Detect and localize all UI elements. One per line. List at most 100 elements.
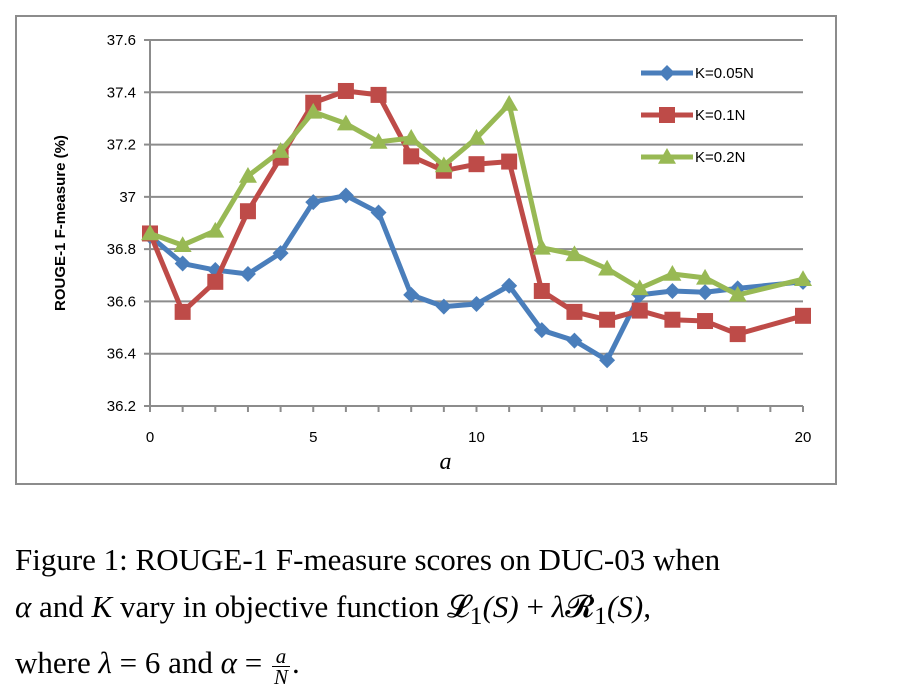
legend: K=0.05N K=0.1N K=0.2N xyxy=(641,65,754,166)
series-lines xyxy=(141,82,812,369)
data-point xyxy=(532,238,551,255)
x-tick-label: 0 xyxy=(146,429,154,446)
y-tick-label: 37 xyxy=(119,189,136,206)
data-point xyxy=(566,332,583,349)
caption-r-subscript: 1 xyxy=(594,601,608,631)
x-tick-label: 15 xyxy=(631,429,648,446)
y-tick-label: 36.6 xyxy=(107,293,136,310)
data-point xyxy=(141,224,159,241)
data-point xyxy=(728,285,747,302)
data-point xyxy=(598,259,617,276)
data-point xyxy=(369,132,388,149)
data-point xyxy=(794,270,812,286)
y-axis-title: ROUGE-1 F-measure (%) xyxy=(52,135,69,311)
data-point xyxy=(599,311,616,328)
data-point xyxy=(729,326,746,343)
legend-label: K=0.05N xyxy=(695,65,754,82)
y-tick-label: 36.8 xyxy=(107,241,136,258)
data-point xyxy=(533,322,550,339)
data-point xyxy=(795,307,811,324)
data-point xyxy=(174,303,191,320)
caption-text-vary: vary in objective function xyxy=(112,589,448,624)
data-point xyxy=(337,82,354,99)
data-point xyxy=(565,245,584,262)
caption-line-1: Figure 1: ROUGE-1 F-measure scores on DU… xyxy=(15,542,721,577)
caption-r-symbol: 𝓡 xyxy=(565,589,595,624)
data-point xyxy=(533,282,550,299)
data-point xyxy=(434,156,453,173)
data-point xyxy=(206,221,225,238)
data-point xyxy=(402,129,421,145)
line-chart: 36.2 36.4 36.6 36.8 37 37.2 37.4 37.6 0 5 10 15 20 K… xyxy=(52,32,812,475)
caption-r-arg: (S), xyxy=(607,589,651,624)
data-point xyxy=(207,273,224,290)
data-point xyxy=(337,187,354,204)
y-tick-label: 36.2 xyxy=(107,398,136,415)
caption-lambda-2: λ xyxy=(98,645,112,681)
caption-text-where: where xyxy=(15,645,99,681)
data-point xyxy=(468,296,485,313)
data-point xyxy=(501,277,518,294)
caption-l-arg: (S) xyxy=(482,589,519,624)
data-point xyxy=(697,284,714,301)
legend-marker xyxy=(659,107,675,123)
data-point xyxy=(664,282,681,299)
caption-alpha-2: α xyxy=(220,645,237,681)
x-tick-label: 10 xyxy=(468,429,485,446)
data-point xyxy=(403,286,420,303)
caption-text-and: and xyxy=(31,589,92,624)
y-tick-label: 37.6 xyxy=(107,32,136,49)
caption-eq: = xyxy=(236,645,270,681)
caption-plus: + xyxy=(518,589,552,624)
data-point xyxy=(468,156,485,173)
data-point xyxy=(304,102,323,119)
legend-marker xyxy=(659,65,675,81)
fraction-numerator: a xyxy=(271,645,290,667)
caption-alpha: α xyxy=(15,589,32,624)
data-point xyxy=(271,142,290,158)
data-point xyxy=(630,279,649,296)
caption-l-symbol: 𝓛 xyxy=(447,589,470,624)
gridlines xyxy=(150,39,803,407)
x-tick-label: 5 xyxy=(309,429,317,446)
data-point xyxy=(174,255,191,272)
y-tick-label: 37.2 xyxy=(107,137,136,154)
legend-marker xyxy=(658,148,676,164)
data-point xyxy=(697,313,714,330)
caption-lambda: λ xyxy=(551,589,566,624)
data-point xyxy=(566,303,583,320)
chart-frame: 36.2 36.4 36.6 36.8 37 37.2 37.4 37.6 0 5 10 15 20 K… xyxy=(15,15,837,485)
caption-line-2: α and K vary in objective function 𝓛1(S)… xyxy=(15,583,895,639)
data-point xyxy=(663,264,682,281)
data-point xyxy=(370,204,387,221)
y-tick-label: 37.4 xyxy=(107,84,136,101)
data-point xyxy=(305,194,322,211)
fraction-denominator: N xyxy=(273,664,288,689)
data-point xyxy=(239,203,256,220)
data-point xyxy=(599,352,616,369)
data-point xyxy=(435,298,452,315)
caption-period: . xyxy=(291,645,300,681)
data-point xyxy=(403,148,420,165)
data-point xyxy=(305,94,322,111)
series-K=0.2N xyxy=(141,95,812,302)
data-point xyxy=(239,265,256,282)
figure-caption: Figure 1: ROUGE-1 F-measure scores on DU… xyxy=(15,536,895,687)
legend-label: K=0.2N xyxy=(695,149,745,166)
data-point xyxy=(500,95,519,111)
data-point xyxy=(631,302,648,319)
x-axis-title: a xyxy=(440,449,452,475)
data-point xyxy=(467,129,486,145)
data-point xyxy=(336,114,355,131)
data-point xyxy=(238,166,257,183)
y-tick-label: 36.4 xyxy=(107,346,136,363)
x-tick-label: 20 xyxy=(795,429,812,446)
data-point xyxy=(696,268,715,285)
caption-l-subscript: 1 xyxy=(469,601,483,631)
caption-text-eq6: = 6 and xyxy=(111,645,221,681)
data-point xyxy=(272,245,289,262)
data-point xyxy=(173,236,192,252)
axes: 36.2 36.4 36.6 36.8 37 37.2 37.4 37.6 0 5 10 15 20 xyxy=(107,32,812,446)
